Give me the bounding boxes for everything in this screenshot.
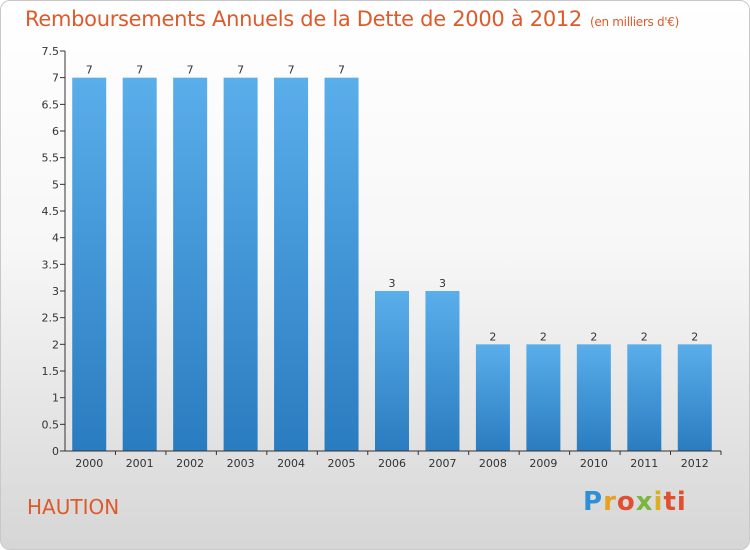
y-tick-label-0: 0 <box>52 445 59 458</box>
bar-2009 <box>526 344 561 451</box>
chart-unit: (en milliers d'€) <box>590 15 680 29</box>
x-tick-label-2001: 2001 <box>126 457 154 470</box>
y-tick-label-4: 4 <box>52 232 59 245</box>
data-label-2000: 7 <box>86 64 93 77</box>
y-tick-label-2: 2 <box>52 338 59 351</box>
x-tick-label-2003: 2003 <box>227 457 255 470</box>
data-label-2004: 7 <box>288 64 295 77</box>
y-tick-label-0.5: 0.5 <box>42 418 60 431</box>
y-tick-label-6.5: 6.5 <box>42 98 60 111</box>
x-tick-label-2011: 2011 <box>630 457 658 470</box>
data-label-2011: 2 <box>641 330 648 343</box>
data-label-2008: 2 <box>489 330 496 343</box>
data-label-2005: 7 <box>338 64 345 77</box>
bar-2003 <box>223 77 258 452</box>
bar-2012 <box>677 344 712 451</box>
y-tick-label-6: 6 <box>52 125 59 138</box>
bar-2006 <box>375 291 409 451</box>
x-tick-label-2009: 2009 <box>529 457 557 470</box>
x-tick-label-2000: 2000 <box>75 457 103 470</box>
data-label-2012: 2 <box>691 330 698 343</box>
data-label-2002: 7 <box>187 64 194 77</box>
y-tick-label-7: 7 <box>52 72 59 85</box>
proxiti-logo: Proxiti <box>583 487 687 517</box>
data-label-2009: 2 <box>540 330 547 343</box>
data-label-2006: 3 <box>389 277 396 290</box>
y-tick-label-3: 3 <box>52 285 59 298</box>
x-tick-label-2002: 2002 <box>176 457 204 470</box>
y-tick-label-1.5: 1.5 <box>42 365 60 378</box>
bar-2001 <box>122 77 157 452</box>
chart-title: Remboursements Annuels de la Dette de 20… <box>25 7 680 31</box>
x-tick-label-2007: 2007 <box>428 457 456 470</box>
data-label-2010: 2 <box>590 330 597 343</box>
x-tick-label-2006: 2006 <box>378 457 406 470</box>
bar-2011 <box>627 344 662 451</box>
y-tick-label-1: 1 <box>52 392 59 405</box>
y-tick-label-4.5: 4.5 <box>42 205 60 218</box>
x-tick-label-2005: 2005 <box>328 457 356 470</box>
place-name: HAUTION <box>27 495 120 519</box>
x-tick-label-2010: 2010 <box>580 457 608 470</box>
x-tick-label-2012: 2012 <box>681 457 709 470</box>
y-tick-label-3.5: 3.5 <box>42 258 60 271</box>
bar-2010 <box>576 344 611 451</box>
y-tick-label-2.5: 2.5 <box>42 312 60 325</box>
y-tick-label-7.5: 7.5 <box>42 45 60 58</box>
bar-2004 <box>274 77 309 452</box>
y-tick-label-5.5: 5.5 <box>42 152 60 165</box>
data-label-2007: 3 <box>439 277 446 290</box>
bar-2002 <box>173 77 208 452</box>
data-label-2003: 7 <box>237 64 244 77</box>
bar-2008 <box>475 344 510 451</box>
x-tick-label-2004: 2004 <box>277 457 305 470</box>
bar-2005 <box>324 77 359 452</box>
data-label-2001: 7 <box>136 64 143 77</box>
bar-2000 <box>72 77 107 452</box>
y-tick-label-5: 5 <box>52 178 59 191</box>
x-tick-label-2008: 2008 <box>479 457 507 470</box>
bar-2007 <box>425 291 460 451</box>
